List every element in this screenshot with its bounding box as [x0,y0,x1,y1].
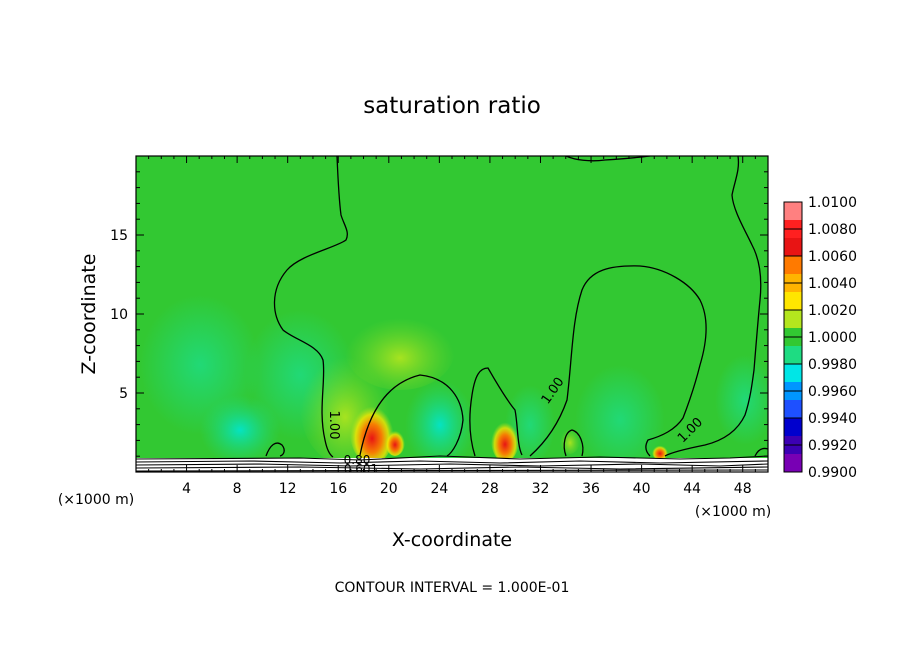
colorbar-swatch [784,346,802,365]
colorbar-label: 1.0060 [808,249,857,265]
colorbar-label: 1.0040 [808,276,857,292]
x-tick-label: 32 [532,481,550,497]
x-unit-left: (×1000 m) [58,492,134,508]
contour-label: 0.601 [344,462,378,476]
field-anomalies [140,295,768,472]
x-tick-label: 8 [233,481,242,497]
x-axis-label: X-coordinate [392,529,512,551]
colorbar-swatch [784,256,802,275]
x-tick-label: 40 [633,481,651,497]
colorbar-label: 0.9920 [808,438,857,454]
x-axis-ticks: 4 8 12 16 20 24 28 32 36 40 44 48 [148,156,756,497]
x-tick-label: 12 [279,481,297,497]
colorbar-label: 0.9980 [808,357,857,373]
colorbar-swatch [784,202,802,221]
y-tick-label: 10 [110,307,128,323]
colorbar-swatch [784,292,802,311]
x-tick-label: 20 [380,481,398,497]
plot-area: 1.00 1.00 1.00 0.80 0.601 [136,156,768,476]
y-tick-label: 5 [119,386,128,402]
colorbar: 1.0100 1.0080 1.0060 1.0040 1.0020 1.0000 0.99… [783,195,857,481]
contour-lines [265,156,768,458]
colorbar-label: 1.0020 [808,303,857,319]
colorbar-swatch [784,310,802,329]
colorbar-label: 0.9900 [808,465,857,481]
colorbar-swatch [784,364,802,383]
chart-title: saturation ratio [363,93,541,119]
colorbar-swatch [784,400,802,419]
colorbar-swatch [784,238,802,257]
colorbar-label: 1.0000 [808,330,857,346]
colorbar-label: 1.0080 [808,222,857,238]
colorbar-swatch [784,454,802,473]
x-tick-label: 4 [182,481,191,497]
contour-interval-note: CONTOUR INTERVAL = 1.000E-01 [335,580,570,596]
x-tick-label: 24 [430,481,448,497]
x-tick-label: 16 [329,481,347,497]
x-tick-label: 28 [481,481,499,497]
y-tick-label: 15 [110,228,128,244]
y-axis-ticks: 5 10 15 [110,171,768,457]
x-tick-label: 44 [683,481,701,497]
x-tick-label: 48 [734,481,752,497]
colorbar-label: 1.0100 [808,195,857,211]
x-tick-label: 36 [582,481,600,497]
colorbar-label: 0.9960 [808,384,857,400]
contour-label: 0.80 [344,453,371,467]
y-axis-label: Z-coordinate [78,254,100,375]
colorbar-label: 0.9940 [808,411,857,427]
contour-label: 1.00 [326,411,341,440]
x-unit-right: (×1000 m) [695,504,771,520]
colorbar-swatch [784,418,802,437]
